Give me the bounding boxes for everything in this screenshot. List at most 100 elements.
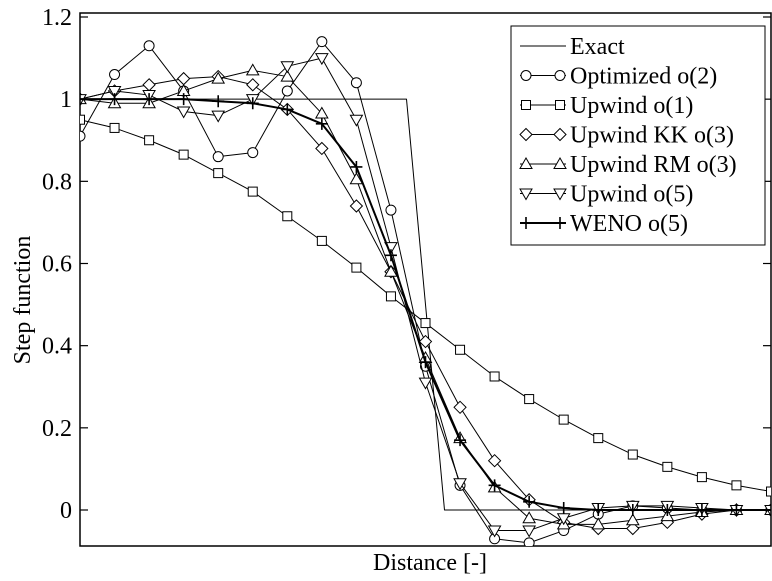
legend-marker-weno-o-5 bbox=[520, 217, 532, 229]
legend-item-upwind-o-1: Upwind o(1) bbox=[520, 93, 693, 119]
data-point-upwind-o-5 bbox=[453, 478, 467, 491]
data-point-upwind-o-5 bbox=[211, 110, 226, 123]
y-tick-label: 1 bbox=[60, 87, 72, 113]
data-point-upwind-o-1 bbox=[420, 318, 431, 329]
data-point-upwind-o-1 bbox=[455, 344, 466, 355]
data-point-upwind-o-1 bbox=[766, 486, 771, 497]
legend-box bbox=[510, 25, 766, 246]
y-tick-label: 0.8 bbox=[42, 169, 72, 195]
data-point-upwind-o-1 bbox=[282, 211, 293, 222]
legend-item-upwind-rm-o-3: Upwind RM o(3) bbox=[519, 152, 737, 178]
data-point-upwind-o-5 bbox=[487, 525, 502, 538]
series-layer bbox=[80, 36, 771, 546]
data-point-upwind-kk-o-3 bbox=[315, 141, 329, 156]
series-upwind-o-1 bbox=[80, 114, 771, 497]
legend-marker-optimized-o-2 bbox=[554, 70, 566, 81]
data-point-upwind-o-1 bbox=[593, 433, 604, 444]
data-point-optimized-o-2 bbox=[109, 69, 121, 81]
legend-marker-upwind-rm-o-3 bbox=[519, 156, 533, 169]
data-point-upwind-o-1 bbox=[489, 371, 500, 382]
data-point-upwind-kk-o-3 bbox=[176, 71, 191, 86]
legend-marker-upwind-o-1 bbox=[555, 100, 565, 110]
data-point-upwind-o-1 bbox=[316, 235, 327, 246]
legend-marker-upwind-o-1 bbox=[521, 100, 531, 110]
data-point-weno-o-5 bbox=[350, 160, 363, 173]
legend-marker-upwind-kk-o-3 bbox=[519, 127, 533, 142]
data-point-optimized-o-2 bbox=[281, 85, 293, 97]
data-point-upwind-o-5 bbox=[314, 53, 329, 66]
legend-marker-upwind-o-5 bbox=[553, 188, 567, 201]
y-tick-label: 1.2 bbox=[42, 5, 72, 31]
legend-marker-weno-o-5 bbox=[554, 217, 566, 229]
data-point-weno-o-5 bbox=[177, 93, 190, 106]
y-tick-label: 0.6 bbox=[42, 252, 72, 278]
data-point-upwind-o-1 bbox=[385, 291, 396, 302]
legend-items: Exact Optimized o(2) Upwind o(1) Upwind KK … bbox=[519, 34, 737, 237]
data-point-weno-o-5 bbox=[661, 504, 674, 516]
data-point-weno-o-5 bbox=[523, 495, 536, 508]
data-point-weno-o-5 bbox=[143, 93, 156, 106]
data-point-optimized-o-2 bbox=[523, 537, 535, 546]
data-point-upwind-o-1 bbox=[662, 461, 673, 472]
data-point-upwind-o-5 bbox=[349, 114, 364, 127]
data-point-upwind-o-1 bbox=[213, 168, 224, 179]
y-tick-label: 0 bbox=[60, 498, 72, 524]
data-point-weno-o-5 bbox=[557, 501, 570, 514]
data-point-weno-o-5 bbox=[730, 504, 743, 516]
legend-item-exact: Exact bbox=[520, 34, 625, 60]
legend-label-optimized-o-2: Optimized o(2) bbox=[570, 64, 717, 90]
legend-label-weno-o-5: WENO o(5) bbox=[570, 211, 688, 237]
legend-label-upwind-rm-o-3: Upwind RM o(3) bbox=[570, 152, 737, 178]
data-point-upwind-rm-o-3 bbox=[245, 63, 260, 76]
legend-item-upwind-o-5: Upwind o(5) bbox=[519, 182, 693, 208]
data-point-upwind-rm-o-3 bbox=[349, 172, 364, 185]
data-point-upwind-o-1 bbox=[178, 149, 189, 160]
data-point-upwind-kk-o-3 bbox=[487, 453, 502, 468]
data-point-upwind-o-1 bbox=[351, 262, 362, 273]
data-point-weno-o-5 bbox=[212, 95, 225, 108]
data-point-weno-o-5 bbox=[592, 504, 605, 516]
data-point-weno-o-5 bbox=[419, 356, 432, 369]
data-point-upwind-o-1 bbox=[627, 449, 638, 460]
data-point-upwind-o-1 bbox=[109, 122, 120, 133]
legend-item-upwind-kk-o-3: Upwind KK o(3) bbox=[519, 123, 734, 149]
data-point-upwind-rm-o-3 bbox=[625, 513, 640, 526]
legend-label-upwind-kk-o-3: Upwind KK o(3) bbox=[570, 123, 734, 149]
data-point-optimized-o-2 bbox=[80, 130, 86, 142]
data-point-weno-o-5 bbox=[384, 249, 397, 262]
data-point-upwind-o-1 bbox=[731, 480, 742, 491]
data-point-weno-o-5 bbox=[315, 117, 328, 130]
data-point-weno-o-5 bbox=[246, 97, 259, 110]
data-point-optimized-o-2 bbox=[385, 204, 397, 216]
data-point-optimized-o-2 bbox=[143, 40, 155, 52]
data-point-upwind-o-1 bbox=[524, 394, 535, 405]
data-point-upwind-o-5 bbox=[176, 106, 191, 119]
series-upwind-o-5 bbox=[80, 53, 771, 538]
y-axis-label: Step function bbox=[10, 236, 36, 365]
data-point-upwind-o-5 bbox=[107, 85, 122, 98]
plot-area: 0 0.2 0.4 0.6 0.8 1 1.2 bbox=[42, 5, 772, 547]
data-point-upwind-o-1 bbox=[558, 414, 569, 425]
data-point-upwind-o-1 bbox=[80, 114, 85, 125]
legend-label-upwind-o-1: Upwind o(1) bbox=[570, 93, 693, 119]
legend-marker-optimized-o-2 bbox=[520, 70, 532, 81]
legend-label-exact: Exact bbox=[570, 34, 625, 60]
data-point-upwind-rm-o-3 bbox=[522, 511, 537, 524]
data-point-upwind-kk-o-3 bbox=[418, 334, 433, 349]
data-point-upwind-rm-o-3 bbox=[591, 517, 606, 530]
legend-marker-upwind-rm-o-3 bbox=[553, 156, 567, 169]
data-point-upwind-o-1 bbox=[696, 472, 707, 483]
legend-item-optimized-o-2: Optimized o(2) bbox=[520, 64, 717, 90]
legend-label-upwind-o-5: Upwind o(5) bbox=[570, 182, 693, 208]
data-point-weno-o-5 bbox=[626, 504, 639, 516]
data-point-upwind-kk-o-3 bbox=[626, 521, 640, 536]
data-point-upwind-rm-o-3 bbox=[280, 69, 295, 82]
data-point-upwind-o-1 bbox=[144, 135, 155, 146]
data-point-upwind-o-5 bbox=[418, 377, 433, 390]
data-point-weno-o-5 bbox=[488, 479, 501, 492]
data-point-upwind-rm-o-3 bbox=[211, 71, 226, 84]
data-point-weno-o-5 bbox=[108, 93, 121, 106]
legend-item-weno-o-5: WENO o(5) bbox=[520, 211, 688, 237]
y-tick-label: 0.4 bbox=[42, 334, 72, 360]
